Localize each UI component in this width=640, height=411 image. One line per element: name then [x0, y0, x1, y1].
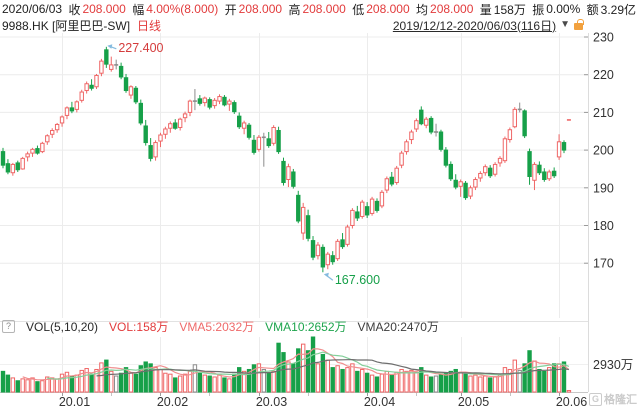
- chevron-down-icon[interactable]: ▼: [560, 19, 570, 30]
- svg-text:170: 170: [593, 257, 614, 271]
- vma5-value: VMA5:2032万: [179, 320, 255, 334]
- help-icon[interactable]: ?: [2, 320, 15, 333]
- quote-field-close: 收 208.000: [68, 2, 126, 17]
- svg-text:167.600: 167.600: [335, 273, 380, 287]
- axis-labels: 230 220 210 200 190 180 170 20.01 20.02 20.03 20.0…: [59, 31, 633, 410]
- watermark: G 格隆汇: [589, 391, 637, 407]
- svg-text:20.05: 20.05: [458, 395, 489, 409]
- svg-text:20.03: 20.03: [256, 395, 287, 409]
- svg-text:2930万: 2930万: [593, 358, 633, 372]
- quote-field-amplitude: 振 0.00%: [532, 2, 581, 17]
- svg-text:20.06: 20.06: [556, 395, 587, 409]
- date-range-link[interactable]: 2019/12/12-2020/06/03(116日): [392, 18, 557, 33]
- date-range-control: 2019/12/12-2020/06/03(116日) ▼: [392, 17, 584, 33]
- svg-text:200: 200: [593, 144, 614, 158]
- quote-field-avg: 均 208.000: [416, 2, 474, 17]
- svg-text:230: 230: [593, 31, 614, 45]
- symbol-name: 9988.HK [阿里巴巴-SW]: [2, 18, 131, 33]
- chart-subheader: 9988.HK [阿里巴巴-SW] 日线: [2, 17, 161, 33]
- quote-field-change: 幅 4.00%(8.000): [132, 2, 219, 17]
- svg-text:20.04: 20.04: [364, 395, 395, 409]
- quote-field-open: 开 208.000: [224, 2, 283, 17]
- vol-value: VOL:158万: [109, 320, 169, 334]
- svg-text:190: 190: [593, 181, 614, 195]
- indicator-name[interactable]: VOL(5,10,20): [26, 319, 99, 334]
- quote-field-volume: 量 158万: [479, 2, 526, 17]
- svg-text:220: 220: [593, 68, 614, 82]
- grid-lines: [0, 33, 589, 396]
- volume-header: ? VOL(5,10,20) VOL:158万 VMA5:2032万 VMA10…: [2, 319, 439, 334]
- vma10-value: VMA10:2652万: [265, 320, 347, 334]
- svg-text:20.01: 20.01: [59, 395, 90, 409]
- quote-field-turnover: 额 3.29亿: [586, 2, 636, 17]
- period-label[interactable]: 日线: [137, 18, 162, 33]
- annotations: 227.400 167.600: [107, 41, 380, 287]
- gelonghui-logo-icon: G: [589, 392, 602, 406]
- quote-field-low: 低 208.000: [352, 2, 410, 17]
- volume-series: [0, 336, 572, 393]
- volume-ma-lines: [22, 348, 570, 381]
- svg-text:227.400: 227.400: [118, 41, 163, 55]
- quote-date: 2020/06/03: [2, 2, 63, 16]
- svg-text:20.02: 20.02: [157, 395, 188, 409]
- svg-text:180: 180: [593, 219, 614, 233]
- quote-header: 2020/06/03 收 208.000 幅 4.00%(8.000) 开 208.0…: [2, 1, 636, 17]
- svg-text:210: 210: [593, 106, 614, 120]
- watermark-text: 格隆汇: [604, 394, 637, 406]
- quote-field-high: 高 208.000: [288, 2, 346, 17]
- candlestick-series: [0, 46, 571, 273]
- vma20-value: VMA20:2470万: [357, 320, 439, 334]
- unlock-icon[interactable]: [574, 19, 584, 30]
